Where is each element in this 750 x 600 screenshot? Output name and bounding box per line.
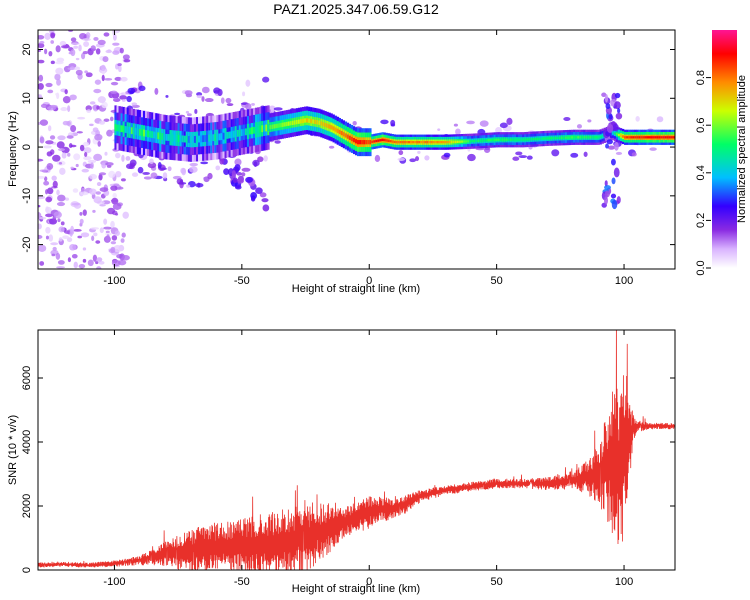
colorbar-tick-label: 0.2 — [695, 213, 707, 228]
spectrogram-ytick-label: 10 — [21, 92, 33, 104]
snr-ytick-label: 4000 — [21, 430, 33, 454]
snr-frame — [37, 329, 676, 571]
spectrogram-xtick-label: -50 — [234, 275, 250, 287]
spectrogram-ytick-label: -20 — [21, 237, 33, 253]
spectrogram-xtick-label: 50 — [491, 275, 503, 287]
snr-ylabel: SNR (10 * v/v) — [7, 415, 19, 485]
spectrogram-ytick-label: 20 — [21, 43, 33, 55]
colorbar-tick-label: 0.4 — [695, 165, 707, 180]
colorbar-label: Normalized spectral amplitude — [736, 75, 748, 223]
spectrogram-ytick-label: 0 — [21, 144, 33, 150]
snr-xtick-label: -100 — [103, 576, 125, 588]
colorbar-gradient — [712, 30, 737, 268]
snr-xlabel: Height of straight line (km) — [292, 583, 420, 595]
spectrogram-ylabel: Frequency (Hz) — [7, 111, 19, 187]
spectrogram-xtick-label: -100 — [103, 275, 125, 287]
spectrogram-xtick-label: 0 — [366, 275, 372, 287]
snr-xtick-label: 50 — [491, 576, 503, 588]
colorbar: 0.0 0.2 0.4 0.6 0.8 Normalized spectral ampl… — [695, 30, 748, 276]
snr-ytick-label: 2000 — [21, 494, 33, 518]
colorbar-tick-label: 0.0 — [695, 260, 707, 275]
snr-ticks: -100 -50 0 50 100 0 2000 4000 6000 — [21, 330, 675, 588]
snr-xtick-label: -50 — [234, 576, 250, 588]
figure-title: PAZ1.2025.347.06.59.G12 — [273, 1, 439, 17]
snr-ytick-label: 6000 — [21, 366, 33, 390]
colorbar-tick-label: 0.6 — [695, 118, 707, 133]
spectrogram-xtick-label: 100 — [615, 275, 633, 287]
snr-series-line — [38, 330, 675, 570]
snr-xtick-label: 0 — [366, 576, 372, 588]
spectrogram-xlabel: Height of straight line (km) — [292, 283, 420, 295]
spectrogram-heatmap — [38, 30, 675, 269]
colorbar-tick-label: 0.8 — [695, 70, 707, 85]
spectrogram-ytick-label: -10 — [21, 188, 33, 204]
colorbar-ticks: 0.0 0.2 0.4 0.6 0.8 — [695, 70, 711, 276]
snr-ytick-label: 0 — [21, 567, 33, 573]
snr-panel: -100 -50 0 50 100 0 2000 4000 6000 Height of str… — [7, 329, 676, 595]
spectrogram-frame — [37, 29, 676, 270]
snr-xtick-label: 100 — [615, 576, 633, 588]
